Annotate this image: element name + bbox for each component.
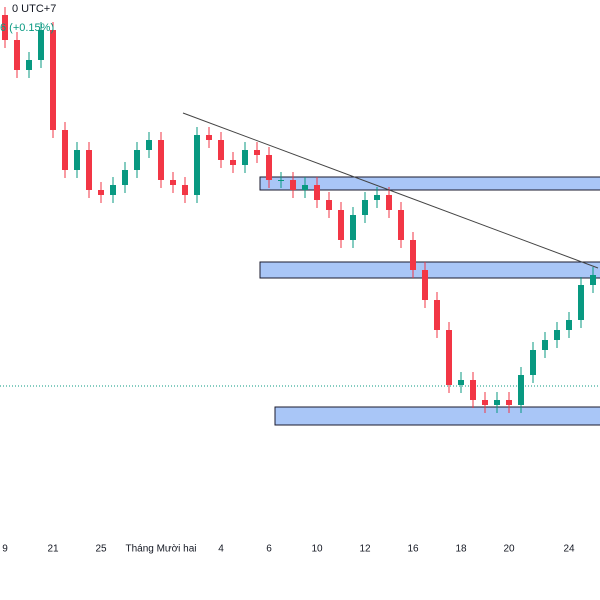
x-tick-label: 4 xyxy=(218,544,224,555)
candle-body xyxy=(590,275,596,285)
zone xyxy=(259,261,600,279)
candle-body xyxy=(206,135,212,140)
x-tick-label: 16 xyxy=(407,544,419,555)
candle-body xyxy=(74,150,80,170)
candle-body xyxy=(410,240,416,270)
zone xyxy=(274,406,600,426)
candle-body xyxy=(218,140,224,160)
x-tick-label: 21 xyxy=(47,544,59,555)
x-tick-label: Tháng Mười hai xyxy=(125,544,196,555)
candle-body xyxy=(170,180,176,185)
candle-body xyxy=(422,270,428,300)
change: 6 (+0.15%) xyxy=(0,22,54,34)
candle-body xyxy=(530,350,536,375)
candle-body xyxy=(254,150,260,155)
candle-body xyxy=(62,130,68,170)
candle-body xyxy=(134,150,140,170)
candle-body xyxy=(14,40,20,70)
candle-body xyxy=(350,215,356,240)
candle-body xyxy=(518,375,524,405)
candle-body xyxy=(266,155,272,180)
candle-body xyxy=(494,400,500,405)
candle-body xyxy=(302,185,308,190)
candle-body xyxy=(122,170,128,185)
candle-body xyxy=(470,380,476,400)
candle-body xyxy=(50,30,56,130)
candle-body xyxy=(434,300,440,330)
candle-body xyxy=(458,380,464,385)
candle-body xyxy=(194,135,200,195)
candle-body xyxy=(566,320,572,330)
candle-body xyxy=(182,185,188,195)
candle-body xyxy=(230,160,236,165)
timezone: 0 UTC+7 xyxy=(12,3,56,15)
candle-body xyxy=(86,150,92,190)
candle-body xyxy=(374,195,380,200)
candle-body xyxy=(326,200,332,210)
candle-body xyxy=(338,210,344,240)
candle-body xyxy=(158,140,164,180)
candle-body xyxy=(278,180,284,181)
candle-body xyxy=(554,330,560,340)
x-tick-label: 25 xyxy=(95,544,107,555)
candle-body xyxy=(110,185,116,195)
candle-body xyxy=(242,150,248,165)
x-tick-label: 10 xyxy=(311,544,323,555)
candle-body xyxy=(26,60,32,70)
zone xyxy=(259,176,600,191)
candle-body xyxy=(542,340,548,350)
candle-body xyxy=(506,400,512,405)
candle-body xyxy=(362,200,368,215)
candle-body xyxy=(446,330,452,385)
candle-body xyxy=(578,285,584,320)
candle-body xyxy=(314,185,320,200)
candle-body xyxy=(146,140,152,150)
x-tick-label: 9 xyxy=(2,544,8,555)
candle-body xyxy=(38,30,44,60)
candle-body xyxy=(2,15,8,40)
x-tick-label: 18 xyxy=(455,544,467,555)
candle-body xyxy=(386,195,392,210)
x-tick-label: 20 xyxy=(503,544,515,555)
x-tick-label: 24 xyxy=(563,544,575,555)
trend-line xyxy=(182,112,599,269)
candle-body xyxy=(98,190,104,195)
x-tick-label: 12 xyxy=(359,544,371,555)
candles xyxy=(2,7,596,413)
candle-body xyxy=(290,180,296,190)
candle-body xyxy=(482,400,488,405)
candle-body xyxy=(398,210,404,240)
x-tick-label: 6 xyxy=(266,544,272,555)
